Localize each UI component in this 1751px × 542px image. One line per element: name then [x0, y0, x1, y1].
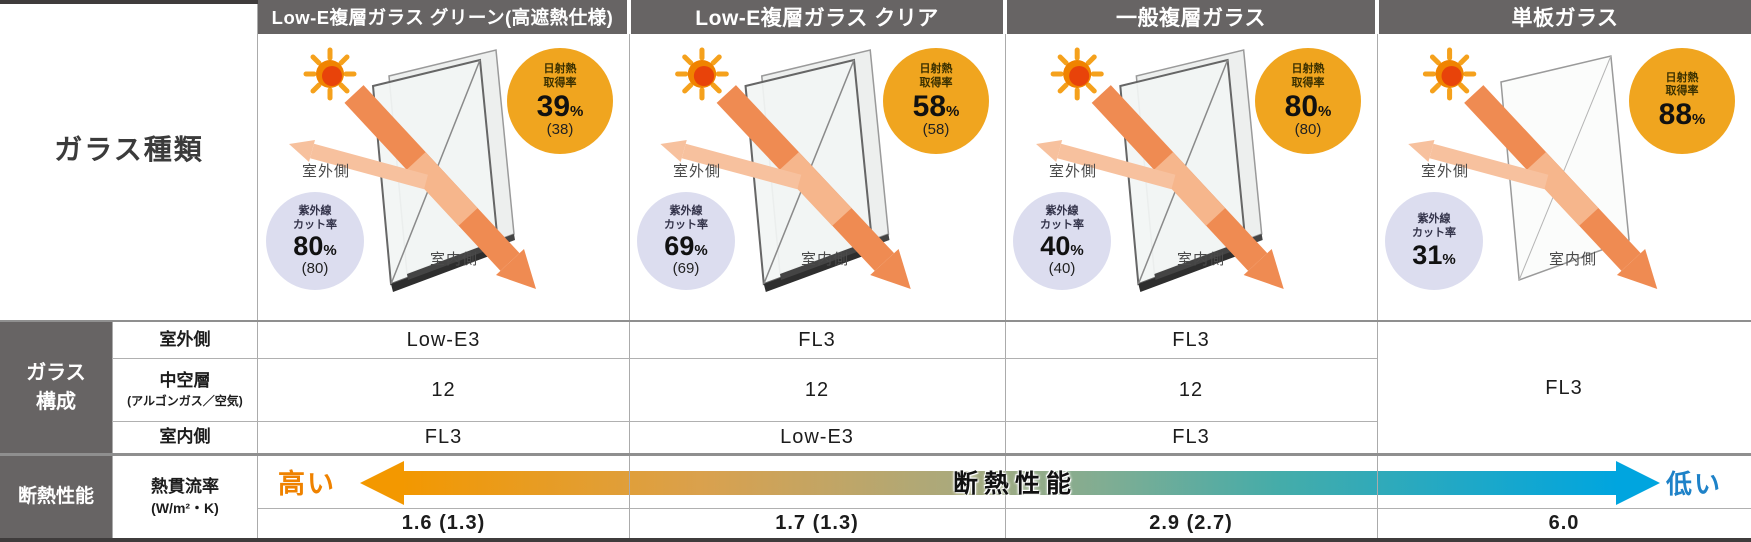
- uv-cut-badge: 紫外線 カット率 40% (40): [1013, 192, 1111, 290]
- indoor-side-label: 室内側: [430, 251, 479, 268]
- glass-type-row-label: ガラス種類: [54, 134, 204, 165]
- composition-group-label: ガラス 構成: [0, 322, 112, 453]
- sun-icon: [1053, 50, 1101, 98]
- solar-heat-gain-badge: 日射熱 取得率 58% (58): [883, 48, 989, 154]
- sun-icon: [306, 50, 354, 98]
- bottom-border: [0, 538, 1751, 542]
- grid-line: [1377, 34, 1378, 538]
- column-header-lowe-clear: Low-E複層ガラス クリア: [631, 0, 1003, 34]
- row-label-cavity-note: (アルゴンガス／空気): [127, 393, 243, 408]
- indoor-side-label: 室内側: [1549, 251, 1598, 268]
- grid-line: [0, 453, 1751, 456]
- outdoor-side-label: 室外側: [1421, 163, 1470, 180]
- single-pane-merged-value: FL3: [1545, 376, 1583, 399]
- u-value-cell: 6.0: [1548, 512, 1580, 534]
- cavity-value: 12: [1178, 378, 1204, 401]
- grid-line: [112, 421, 1377, 422]
- solar-heat-gain-badge: 日射熱 取得率 39% (38): [507, 48, 613, 154]
- solar-heat-gain-badge: 日射熱 取得率 88%: [1629, 48, 1735, 154]
- uv-cut-badge: 紫外線 カット率 69% (69): [637, 192, 735, 290]
- indoor-side-label: 室内側: [801, 251, 850, 268]
- solar-heat-gain-badge: 日射熱 取得率 80% (80): [1255, 48, 1361, 154]
- insulation-performance-label: 断熱性能: [952, 470, 1077, 498]
- sun-icon: [678, 50, 727, 98]
- u-value-cell: 1.6 (1.3): [401, 512, 486, 534]
- sun-icon: [1425, 50, 1473, 98]
- column-header-lowe-green: Low-E複層ガラス グリーン(高遮熱仕様): [258, 0, 627, 34]
- column-header-standard-pair: 一般複層ガラス: [1007, 0, 1375, 34]
- outer-pane-value: FL3: [798, 329, 836, 351]
- diagram-standard-pair: 室外側 室内側 日射熱 取得率 80% (80) 紫外線 カット率 40% (40): [1005, 34, 1377, 322]
- grid-line: [112, 358, 1377, 359]
- outer-pane-value: FL3: [1172, 329, 1210, 351]
- grid-line: [629, 34, 630, 538]
- arrow-right-head: [1616, 461, 1660, 505]
- composition-label-line2: 構成: [36, 390, 76, 413]
- row-label-u-value: 熱貫流率 (W/m²・K): [151, 477, 219, 516]
- insulation-gradient-arrow: [402, 471, 1618, 495]
- outdoor-side-label: 室外側: [673, 163, 722, 180]
- uv-cut-badge: 紫外線 カット率 80% (80): [266, 192, 364, 290]
- row-label-indoor: 室内側: [159, 426, 211, 446]
- insulation-group-label: 断熱性能: [0, 456, 112, 538]
- diagram-single-pane: 室外側 室内側 日射熱 取得率 88% 紫外線 カット率 31%: [1377, 34, 1751, 322]
- grid-line: [1005, 34, 1006, 538]
- inner-pane-value: FL3: [1172, 426, 1210, 448]
- u-value-cell: 1.7 (1.3): [775, 512, 859, 534]
- low-label: 低い: [1666, 469, 1723, 499]
- arrow-left-head: [360, 461, 404, 505]
- high-label: 高い: [278, 469, 336, 499]
- grid-line: [257, 4, 258, 538]
- u-value-unit: (W/m²・K): [151, 499, 219, 516]
- diagram-lowe-green: 室外側 室内側 日射熱 取得率 39% (38) 紫外線 カット率 80% (80): [258, 34, 629, 322]
- inner-pane-value: Low-E3: [780, 426, 854, 448]
- uv-cut-badge: 紫外線 カット率 31%: [1385, 192, 1483, 290]
- row-label-cavity: 中空層 (アルゴンガス／空気): [127, 371, 243, 408]
- u-value-cell: 2.9 (2.7): [1149, 512, 1233, 534]
- indoor-side-label: 室内側: [1177, 251, 1226, 268]
- grid-line: [0, 320, 1751, 322]
- cavity-value: 12: [804, 378, 830, 401]
- diagram-lowe-clear: 室外側 室内側 日射熱 取得率 58% (58) 紫外線 カット率 69% (69): [629, 34, 1005, 322]
- composition-label-line1: ガラス: [26, 361, 86, 384]
- row-label-outdoor: 室外側: [159, 329, 211, 349]
- outdoor-side-label: 室外側: [1049, 163, 1098, 180]
- outdoor-side-label: 室外側: [302, 163, 351, 180]
- outer-pane-value: Low-E3: [406, 329, 481, 351]
- column-header-single: 単板ガラス: [1379, 0, 1751, 34]
- top-border: [0, 0, 258, 4]
- grid-line: [112, 322, 113, 538]
- inner-pane-value: FL3: [424, 426, 463, 448]
- cavity-value: 12: [431, 378, 456, 401]
- grid-line: [258, 508, 1751, 509]
